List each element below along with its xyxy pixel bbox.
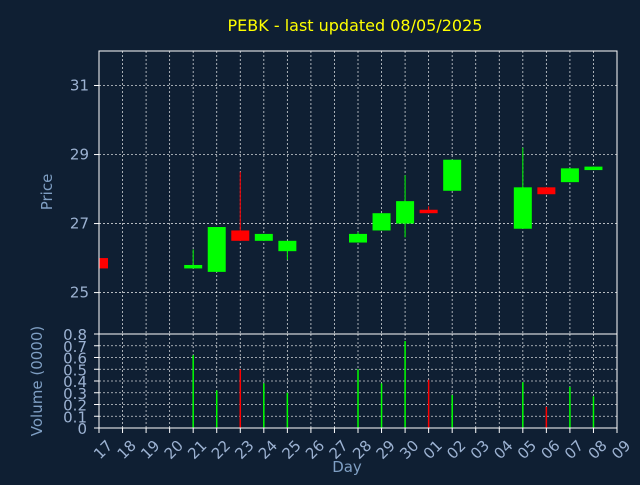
volume-tick-label: 0.7	[63, 338, 87, 356]
x-tick-label: 04	[490, 437, 516, 463]
volume-plot-frame	[98, 333, 618, 429]
volume-tick-label: 0.8	[63, 326, 87, 344]
candle-body	[372, 213, 391, 231]
volume-tick-label: 0.4	[63, 373, 87, 391]
x-tick-label: 05	[514, 437, 540, 463]
volume-bar	[380, 383, 383, 428]
candle-body	[231, 230, 250, 241]
volume-bar	[357, 369, 359, 428]
candle-body	[560, 168, 579, 183]
candle-body	[184, 264, 203, 269]
volume-tick-label: 0.3	[63, 385, 87, 403]
volume-tick-label: 0.5	[63, 361, 87, 379]
x-tick-label: 22	[208, 437, 234, 463]
candle-body	[207, 227, 226, 272]
volume-bar	[427, 379, 430, 428]
price-tick-label: 25	[70, 284, 89, 302]
price-tick-label: 29	[70, 146, 89, 164]
chart-title: PEBK - last updated 08/05/2025	[228, 16, 483, 35]
volume-tick-label: 0.6	[63, 350, 87, 368]
volume-bar	[569, 386, 571, 428]
volume-tick-label: 0.1	[63, 408, 87, 426]
candle-body	[419, 209, 438, 214]
volume-panel: 00.10.20.30.40.50.60.70.8171819202122232…	[63, 326, 634, 463]
x-tick-label: 19	[137, 437, 163, 463]
price-tick-label: 31	[70, 77, 89, 95]
candle-body	[537, 187, 556, 195]
x-tick-label: 24	[255, 437, 281, 463]
volume-tick-label: 0.2	[63, 397, 87, 415]
x-tick-label: 03	[467, 437, 493, 463]
volume-tick-label: 0	[77, 420, 87, 438]
x-tick-label: 07	[561, 437, 587, 463]
x-tick-label: 30	[396, 437, 422, 463]
x-tick-label: 01	[420, 437, 446, 463]
volume-bar	[192, 355, 194, 428]
x-axis-label: Day	[332, 458, 362, 476]
x-tick-label: 17	[90, 437, 116, 463]
x-tick-label: 20	[161, 437, 187, 463]
x-tick-label: 21	[184, 437, 210, 463]
x-tick-label: 18	[114, 437, 140, 463]
volume-bar	[522, 382, 524, 428]
volume-bar	[592, 396, 595, 428]
volume-axis-label: Volume (0000)	[28, 326, 46, 436]
candle-body	[278, 240, 297, 252]
candle-body	[443, 159, 462, 191]
candle-body	[513, 187, 532, 229]
candle-body	[254, 233, 273, 241]
volume-bar	[263, 383, 265, 428]
x-tick-label: 08	[585, 437, 611, 463]
candle-body	[584, 166, 603, 171]
x-tick-label: 02	[443, 437, 469, 463]
candle-body	[99, 258, 108, 269]
x-tick-label: 23	[231, 437, 257, 463]
x-tick-label: 25	[278, 437, 304, 463]
volume-bar	[404, 341, 406, 428]
candle-body	[349, 233, 367, 243]
x-tick-label: 29	[373, 437, 399, 463]
candle-body	[396, 201, 415, 224]
x-tick-label: 06	[537, 437, 563, 463]
price-panel: 25 27 29 31	[70, 50, 618, 335]
x-tick-label: 26	[302, 437, 328, 463]
x-tick-label: 09	[608, 437, 634, 463]
price-tick-label: 27	[70, 215, 89, 233]
volume-bar	[451, 395, 453, 428]
volume-bar	[286, 392, 289, 428]
volume-bar	[215, 390, 218, 428]
volume-bar	[545, 406, 548, 428]
price-axis-label: Price	[38, 174, 56, 211]
volume-bar	[239, 369, 242, 428]
